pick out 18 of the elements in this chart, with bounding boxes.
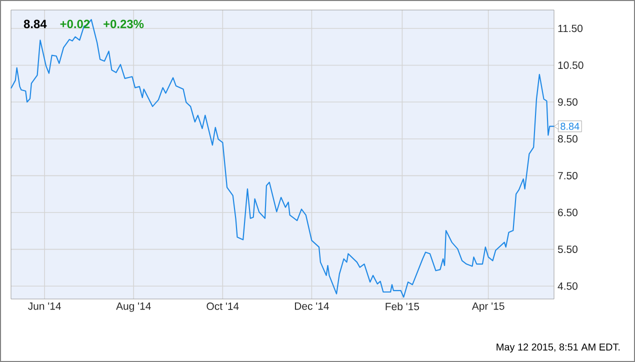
annotation: 8.84 bbox=[560, 122, 580, 130]
text: May 12 2015, 8:51 AM EDT. bbox=[496, 343, 620, 353]
y-tick-label: 9.50 bbox=[558, 98, 578, 106]
x-tick-label: Jun '14 bbox=[28, 302, 61, 310]
x-tick-label: Dec '14 bbox=[294, 302, 329, 310]
x-tick-label: Aug '14 bbox=[116, 302, 151, 312]
y-tick-label: 4.50 bbox=[558, 282, 578, 290]
text: 8.84 bbox=[24, 20, 47, 28]
y-tick-label: 8.50 bbox=[558, 135, 578, 143]
y-tick-label: 7.50 bbox=[558, 172, 578, 180]
y-tick-label: 10.50 bbox=[558, 62, 584, 69]
x-tick-label: Feb '15 bbox=[386, 302, 420, 310]
y-tick-label: 6.50 bbox=[558, 208, 578, 216]
x-tick-label: Oct '14 bbox=[206, 302, 239, 310]
y-tick-label: 5.50 bbox=[558, 246, 578, 254]
x-tick-label: Apr '15 bbox=[472, 302, 504, 312]
annotation: +0.23% bbox=[104, 20, 144, 28]
y-tick-label: 11.50 bbox=[558, 24, 583, 32]
